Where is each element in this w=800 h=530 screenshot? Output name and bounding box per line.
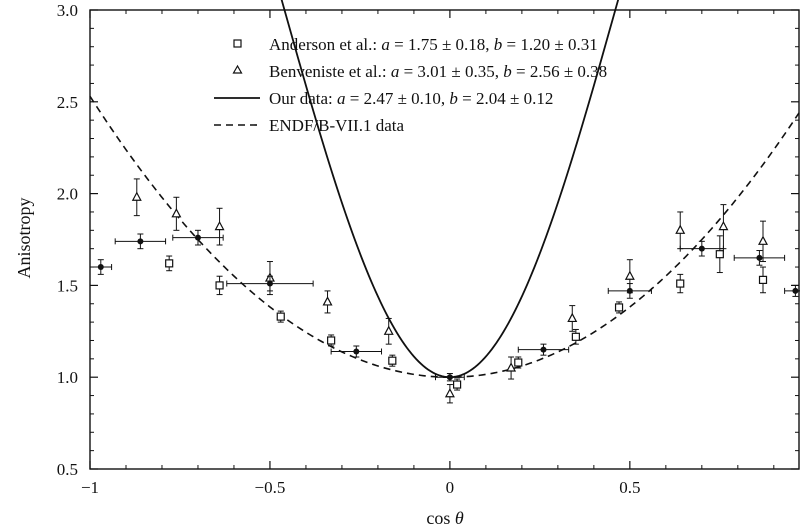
our-data-point: [97, 264, 104, 271]
benveniste-point: [675, 224, 686, 234]
legend-marker-triangle: [232, 64, 243, 74]
y-axis-label: Anisotropy: [14, 198, 34, 279]
anderson-point: [676, 279, 685, 288]
anderson-point: [614, 303, 624, 312]
benveniste-point: [624, 270, 635, 280]
y-tick-label: 3.0: [57, 1, 78, 20]
y-tick-label: 2.5: [57, 93, 78, 112]
legend-label-benveniste: Benveniste et al.: a = 3.01 ± 0.35, b = …: [269, 62, 607, 81]
legend: Anderson et al.: a = 1.75 ± 0.18, b = 1.…: [214, 35, 607, 135]
x-tick-label: −0.5: [255, 478, 286, 497]
our-data-point: [540, 346, 547, 353]
axes-layer: −1 −0.5 0 0.5 0.5 1.0 1.5 2.0 2.5 3.0: [57, 1, 800, 497]
benveniste-point: [131, 191, 142, 201]
anderson-point: [758, 275, 768, 284]
our-data-point: [792, 287, 799, 294]
benveniste-point: [567, 312, 578, 323]
x-tick-label: 0.5: [619, 478, 640, 497]
our-data-point: [194, 234, 201, 241]
legend-item-endf: ENDF/B-VII.1 data: [214, 116, 404, 135]
our-data-point: [137, 238, 144, 245]
benveniste-point: [444, 387, 455, 398]
benveniste-point: [383, 325, 394, 335]
benveniste-point: [506, 362, 517, 372]
anderson-point: [215, 281, 224, 290]
anderson-point: [165, 259, 174, 268]
anderson-point: [452, 380, 462, 389]
our-data-fit-curve: [280, 0, 620, 379]
y-tick-label: 0.5: [57, 460, 78, 479]
our-data-point: [698, 245, 705, 252]
anderson-point: [514, 358, 523, 367]
our-data-point: [756, 254, 763, 261]
our-data-point: [266, 280, 273, 287]
benveniste-point: [171, 208, 182, 218]
benveniste-point: [322, 296, 333, 306]
anderson-point: [571, 332, 580, 341]
our-data-point: [353, 348, 360, 355]
legend-item-anderson: Anderson et al.: a = 1.75 ± 0.18, b = 1.…: [233, 35, 598, 54]
x-axis-label: cos θ: [426, 508, 464, 528]
x-tick-label: −1: [81, 478, 99, 497]
curves-layer: [89, 0, 800, 379]
y-tick-label: 1.0: [57, 368, 78, 387]
benveniste-point: [718, 220, 729, 231]
plot-frame: [89, 9, 800, 470]
legend-item-our-data: Our data: a = 2.47 ± 0.10, b = 2.04 ± 0.…: [214, 89, 553, 108]
legend-item-benveniste: Benveniste et al.: a = 3.01 ± 0.35, b = …: [232, 62, 607, 81]
points-layer: [89, 178, 800, 404]
benveniste-point: [758, 235, 769, 245]
anderson-point: [715, 250, 724, 259]
anderson-point: [276, 312, 285, 321]
legend-label-anderson: Anderson et al.: a = 1.75 ± 0.18, b = 1.…: [269, 35, 598, 54]
our-data-point: [446, 374, 453, 381]
anderson-point: [327, 336, 336, 345]
y-tick-label: 2.0: [57, 185, 78, 204]
benveniste-point: [214, 220, 225, 231]
y-tick-label: 1.5: [57, 276, 78, 295]
our-data-point: [626, 287, 633, 294]
legend-label-our-data: Our data: a = 2.47 ± 0.10, b = 2.04 ± 0.…: [269, 89, 553, 108]
anderson-point: [388, 356, 397, 365]
x-tick-label: 0: [446, 478, 455, 497]
legend-label-endf: ENDF/B-VII.1 data: [269, 116, 404, 135]
legend-marker-square: [233, 39, 242, 48]
